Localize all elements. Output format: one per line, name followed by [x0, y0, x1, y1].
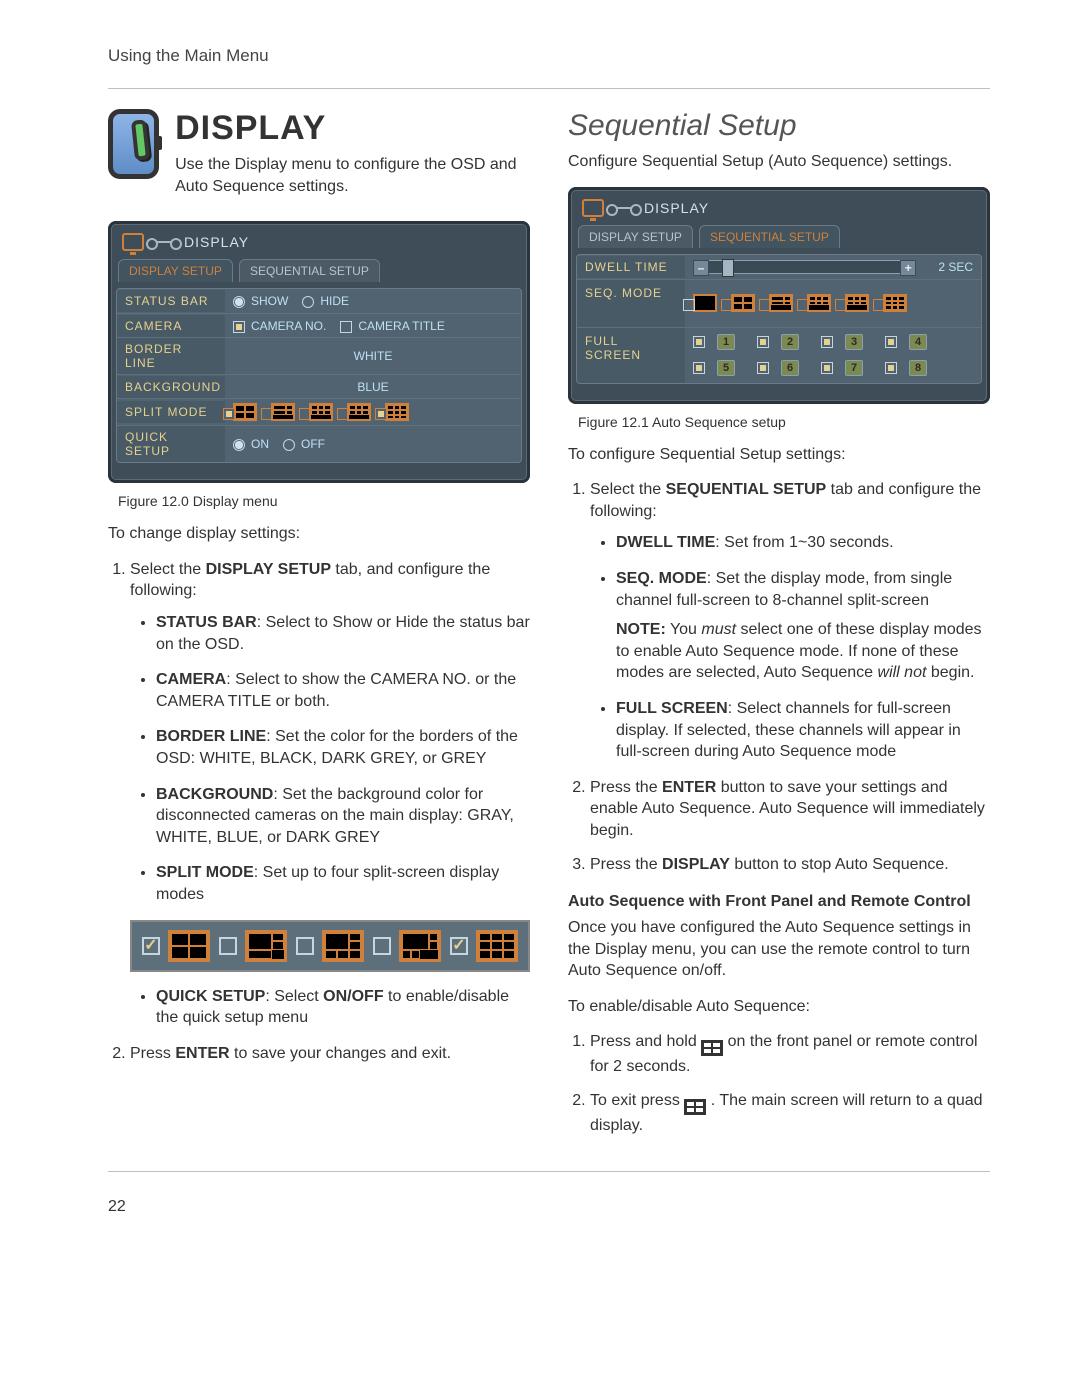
sequential-heading: Sequential Setup: [568, 109, 990, 143]
seq-6[interactable]: [769, 294, 793, 312]
sequential-intro: Configure Sequential Setup (Auto Sequenc…: [568, 151, 990, 173]
radio-show[interactable]: [233, 296, 245, 308]
strip-check-1[interactable]: [142, 937, 160, 955]
quad-icon: [684, 1099, 706, 1115]
label-full-screen: FULL SCREEN: [577, 328, 685, 383]
tab-display-setup[interactable]: DISPLAY SETUP: [578, 225, 693, 248]
quad-icon: [701, 1040, 723, 1056]
running-head: Using the Main Menu: [108, 46, 990, 66]
seq-8[interactable]: [845, 294, 869, 312]
radio-on[interactable]: [233, 439, 245, 451]
label-dwell-time: DWELL TIME: [577, 256, 685, 278]
label-camera: CAMERA: [117, 315, 225, 337]
label-border-line: BORDER LINE: [117, 338, 225, 374]
radio-off[interactable]: [283, 439, 295, 451]
radio-hide[interactable]: [302, 296, 314, 308]
right-step-1: Select the SEQUENTIAL SETUP tab and conf…: [590, 479, 990, 763]
auto-seq-para: Once you have configured the Auto Sequen…: [568, 917, 990, 982]
figure-12-0-caption: Figure 12.0 Display menu: [118, 493, 530, 509]
opt-hide: HIDE: [320, 294, 349, 308]
strip-quad-icon: [168, 930, 210, 962]
splitmode-7[interactable]: [309, 403, 333, 421]
value-background[interactable]: BLUE: [357, 380, 388, 394]
tab-display-setup[interactable]: DISPLAY SETUP: [118, 259, 233, 282]
monitor-icon: [122, 233, 144, 251]
footer-rule: [108, 1171, 990, 1172]
fs-ch-2[interactable]: 2: [757, 334, 799, 350]
label-quick-setup: QUICK SETUP: [117, 426, 225, 462]
left-column: DISPLAY Use the Display menu to configur…: [108, 109, 530, 1149]
dwell-slider[interactable]: – +: [693, 260, 916, 274]
auto-seq-step-2: To exit press . The main screen will ret…: [590, 1090, 990, 1137]
strip-check-3[interactable]: [296, 937, 314, 955]
auto-seq-para2: To enable/disable Auto Sequence:: [568, 996, 990, 1018]
display-heading: DISPLAY: [175, 109, 530, 148]
right-step-2: Press the ENTER button to save your sett…: [590, 777, 990, 842]
fs-ch-8[interactable]: 8: [885, 360, 927, 376]
seq-full[interactable]: [693, 294, 717, 312]
fs-ch-4[interactable]: 4: [885, 334, 927, 350]
p-change-display: To change display settings:: [108, 523, 530, 545]
left-step-2: Press ENTER to save your changes and exi…: [130, 1043, 530, 1065]
fs-ch-5[interactable]: 5: [693, 360, 735, 376]
left-step-1: Select the DISPLAY SETUP tab, and config…: [130, 559, 530, 1029]
opt-off: OFF: [301, 437, 325, 451]
slider-plus[interactable]: +: [900, 260, 916, 276]
label-split-mode: SPLIT MODE: [117, 401, 225, 423]
panel-title: DISPLAY: [644, 200, 709, 216]
strip-8-icon: [399, 930, 441, 962]
auto-seq-subhead: Auto Sequence with Front Panel and Remot…: [568, 893, 990, 911]
strip-9-icon: [476, 930, 518, 962]
display-device-icon: [108, 109, 159, 179]
opt-on: ON: [251, 437, 269, 451]
right-step-3: Press the DISPLAY button to stop Auto Se…: [590, 854, 990, 876]
splitmode-9[interactable]: [385, 403, 409, 421]
splitmode-6[interactable]: [271, 403, 295, 421]
strip-check-4[interactable]: [373, 937, 391, 955]
split-mode-strip: [130, 920, 530, 972]
splitmode-8[interactable]: [347, 403, 371, 421]
label-seq-mode: SEQ. MODE: [577, 280, 685, 327]
figure-12-1-caption: Figure 12.1 Auto Sequence setup: [578, 414, 990, 430]
strip-7-icon: [322, 930, 364, 962]
slider-minus[interactable]: –: [693, 260, 709, 276]
check-camera-no[interactable]: [233, 321, 245, 333]
tab-sequential-setup[interactable]: SEQUENTIAL SETUP: [239, 259, 380, 282]
right-column: Sequential Setup Configure Sequential Se…: [568, 109, 990, 1149]
strip-check-2[interactable]: [219, 937, 237, 955]
opt-show: SHOW: [251, 294, 288, 308]
label-status-bar: STATUS BAR: [117, 290, 225, 312]
slider-knob[interactable]: [722, 259, 734, 277]
auto-seq-step-1: Press and hold on the front panel or rem…: [590, 1031, 990, 1078]
link-icon: [156, 241, 172, 243]
check-camera-title[interactable]: [340, 321, 352, 333]
seq-quad[interactable]: [731, 294, 755, 312]
strip-6-icon: [245, 930, 287, 962]
fs-ch-6[interactable]: 6: [757, 360, 799, 376]
value-border-line[interactable]: WHITE: [354, 349, 393, 363]
strip-check-5[interactable]: [450, 937, 468, 955]
link-icon: [616, 207, 632, 209]
monitor-icon: [582, 199, 604, 217]
tab-sequential-setup[interactable]: SEQUENTIAL SETUP: [699, 225, 840, 248]
fs-ch-1[interactable]: 1: [693, 334, 735, 350]
fs-ch-3[interactable]: 3: [821, 334, 863, 350]
dwell-value: 2 SEC: [938, 260, 973, 274]
page-number: 22: [108, 1198, 990, 1216]
opt-camera-no: CAMERA NO.: [251, 319, 326, 333]
sequential-panel: DISPLAY DISPLAY SETUP SEQUENTIAL SETUP D…: [568, 187, 990, 404]
display-setup-panel: DISPLAY DISPLAY SETUP SEQUENTIAL SETUP S…: [108, 221, 530, 483]
opt-camera-title: CAMERA TITLE: [358, 319, 444, 333]
fs-ch-7[interactable]: 7: [821, 360, 863, 376]
p-configure-seq: To configure Sequential Setup settings:: [568, 444, 990, 466]
panel-title: DISPLAY: [184, 234, 249, 250]
header-rule: [108, 88, 990, 89]
label-background: BACKGROUND: [117, 376, 225, 398]
seq-7[interactable]: [807, 294, 831, 312]
seq-9[interactable]: [883, 294, 907, 312]
splitmode-quad[interactable]: [233, 403, 257, 421]
display-intro: Use the Display menu to configure the OS…: [175, 154, 530, 197]
